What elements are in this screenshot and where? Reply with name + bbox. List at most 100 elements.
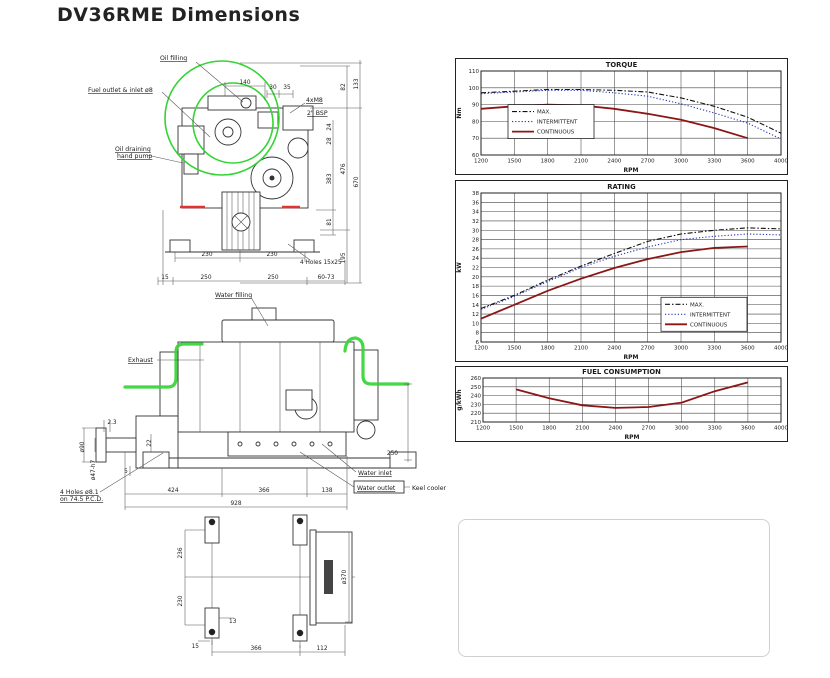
dim-22: 22: [147, 439, 153, 447]
svg-text:RPM: RPM: [624, 354, 639, 361]
svg-text:1800: 1800: [541, 346, 555, 352]
fuel-consumption-chart: FUEL CONSUMPTION 1200 1500 1800 2100 2400 2700…: [455, 366, 788, 446]
svg-text:FUEL CONSUMPTION: FUEL CONSUMPTION: [582, 368, 661, 376]
dim-15-b: 15: [192, 644, 200, 650]
label-water-filling: Water filling: [215, 292, 252, 299]
bottom-view-drawing: 236 230 ø370 13 15 366 112: [178, 514, 355, 656]
svg-text:3300: 3300: [707, 346, 721, 352]
page-title: DV36RME Dimensions: [57, 4, 301, 26]
svg-text:230: 230: [471, 402, 482, 408]
dim-250-b: 250: [267, 275, 278, 281]
svg-text:kW: kW: [456, 262, 463, 273]
dim-5: 5: [124, 469, 128, 475]
svg-text:210: 210: [471, 420, 482, 426]
green-highlight-circles: [164, 60, 280, 176]
svg-text:10: 10: [472, 321, 479, 327]
svg-text:CONTINUOUS: CONTINUOUS: [690, 322, 728, 328]
svg-text:34: 34: [472, 210, 479, 216]
dim-30: 30: [269, 85, 277, 91]
svg-text:3000: 3000: [674, 346, 688, 352]
label-2in-bsp: 2" BSP: [307, 110, 328, 117]
svg-text:250: 250: [471, 385, 482, 391]
dim-13: 13: [229, 619, 237, 625]
label-oil-draining-1: Oil draining: [115, 146, 151, 153]
dim-138: 138: [321, 488, 332, 494]
svg-text:4000: 4000: [774, 426, 788, 432]
svg-text:1500: 1500: [507, 159, 521, 165]
dim-d90: ø90: [80, 441, 86, 452]
svg-text:6: 6: [476, 340, 480, 346]
dim-383: 383: [327, 173, 333, 184]
svg-text:2400: 2400: [607, 159, 621, 165]
svg-text:240: 240: [471, 394, 482, 400]
svg-text:RATING: RATING: [607, 183, 636, 191]
svg-text:RPM: RPM: [625, 434, 640, 441]
svg-text:2700: 2700: [642, 426, 656, 432]
svg-text:90: 90: [472, 103, 479, 109]
svg-text:8: 8: [476, 331, 480, 337]
dim-2-3: 2.3: [107, 420, 117, 426]
svg-text:2400: 2400: [607, 346, 621, 352]
svg-text:3600: 3600: [741, 426, 755, 432]
dim-230-b: 230: [266, 252, 277, 258]
dim-366-b: 366: [250, 646, 261, 652]
svg-text:80: 80: [472, 119, 479, 125]
svg-text:110: 110: [469, 69, 480, 75]
dim-928: 928: [230, 501, 241, 507]
label-oil-draining-2: hand pump: [117, 153, 152, 160]
label-fuel-outlet: Fuel outlet & inlet ø8: [88, 87, 153, 94]
svg-text:38: 38: [472, 191, 479, 197]
dim-476: 476: [341, 163, 347, 174]
svg-text:18: 18: [472, 284, 479, 290]
svg-text:260: 260: [471, 376, 482, 382]
svg-text:1200: 1200: [474, 346, 488, 352]
dim-24: 24: [327, 123, 333, 131]
svg-text:1500: 1500: [509, 426, 523, 432]
svg-text:INTERMITTENT: INTERMITTENT: [537, 120, 578, 126]
green-exhaust-pipe-right: [343, 336, 410, 386]
dim-236: 236: [178, 547, 184, 558]
dim-424: 424: [167, 488, 178, 494]
side-view-drawing: Water filling Exhaust Water inlet Water …: [60, 292, 447, 510]
svg-text:22: 22: [472, 266, 479, 272]
svg-text:3600: 3600: [741, 346, 755, 352]
svg-text:MAX.: MAX.: [690, 302, 704, 308]
svg-text:3600: 3600: [741, 159, 755, 165]
svg-text:12: 12: [472, 312, 479, 318]
svg-text:1500: 1500: [507, 346, 521, 352]
svg-text:60: 60: [472, 153, 479, 159]
svg-text:2400: 2400: [608, 426, 622, 432]
dim-230-a: 230: [201, 252, 212, 258]
svg-text:1800: 1800: [541, 159, 555, 165]
svg-text:24: 24: [472, 256, 479, 262]
svg-text:16: 16: [472, 293, 479, 299]
svg-text:30: 30: [472, 228, 479, 234]
svg-text:2100: 2100: [574, 159, 588, 165]
dim-82: 82: [341, 83, 347, 91]
dim-60-73: 60-73: [318, 275, 335, 281]
svg-text:28: 28: [472, 238, 479, 244]
dim-28: 28: [327, 137, 333, 145]
svg-text:3000: 3000: [675, 426, 689, 432]
svg-text:3000: 3000: [674, 159, 688, 165]
svg-text:3300: 3300: [708, 426, 722, 432]
svg-text:4000: 4000: [774, 346, 788, 352]
svg-text:TORQUE: TORQUE: [606, 61, 638, 69]
svg-text:26: 26: [472, 247, 479, 253]
dim-15: 15: [161, 275, 169, 281]
svg-text:2100: 2100: [574, 346, 588, 352]
svg-text:20: 20: [472, 275, 479, 281]
torque-chart: TORQUE 1200 1500 1800 2100 2400 2700 3000 3300 36…: [455, 58, 788, 179]
svg-text:INTERMITTENT: INTERMITTENT: [690, 312, 731, 318]
svg-text:1200: 1200: [474, 159, 488, 165]
svg-text:Nm: Nm: [456, 107, 463, 118]
label-745-pcd: on 74.5 P.C.D.: [60, 496, 103, 503]
svg-text:CONTINUOUS: CONTINUOUS: [537, 130, 575, 136]
dim-670: 670: [354, 176, 360, 187]
dim-195: 195: [341, 252, 347, 263]
svg-text:70: 70: [472, 136, 479, 142]
svg-text:MAX.: MAX.: [537, 110, 551, 116]
svg-text:1200: 1200: [476, 426, 490, 432]
dim-35: 35: [283, 85, 291, 91]
